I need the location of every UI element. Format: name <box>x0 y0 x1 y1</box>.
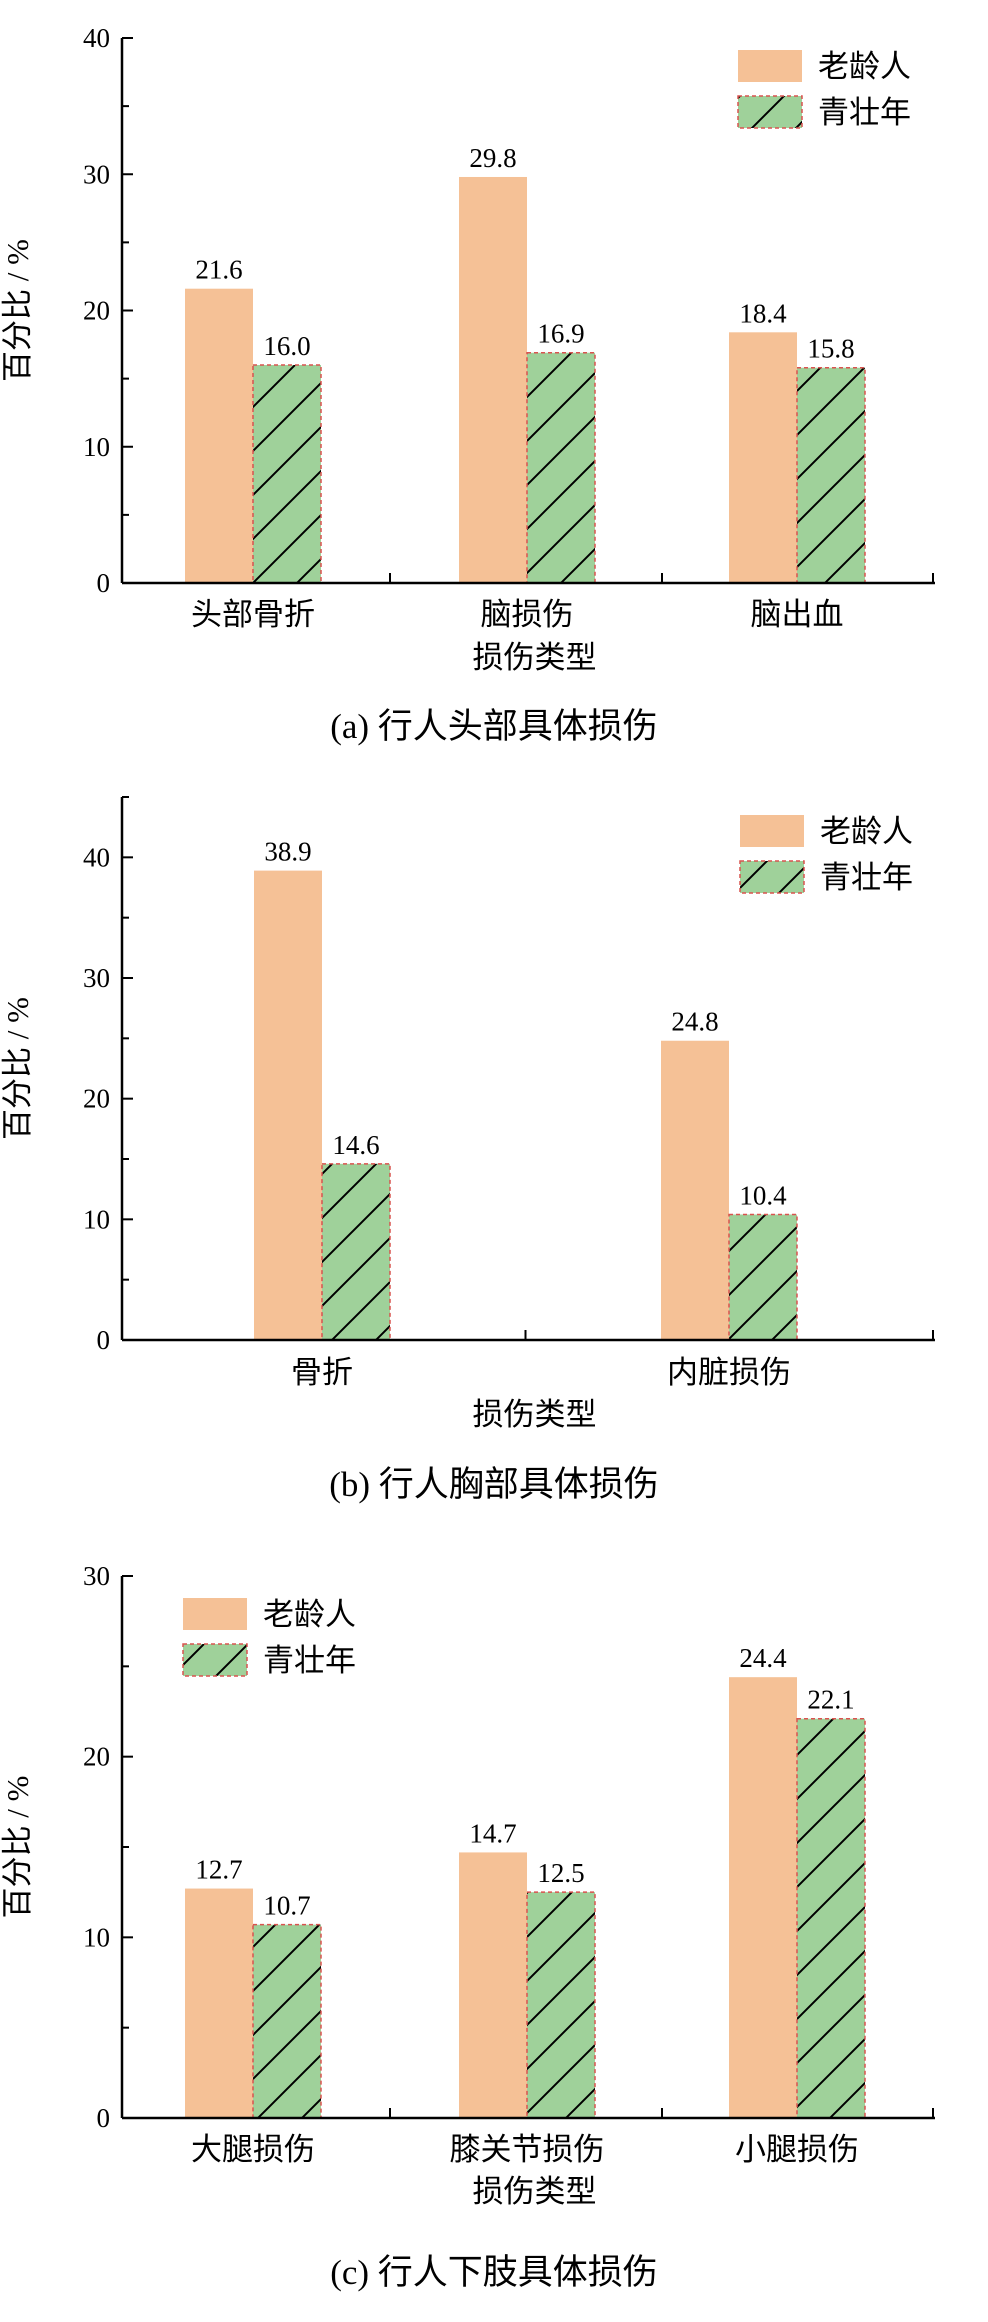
data-label: 21.6 <box>195 255 242 285</box>
y-tick-label: 30 <box>83 1561 110 1591</box>
chart-caption: (c) 行人下肢具体损伤 <box>330 2253 658 2292</box>
chart-caption: (b) 行人胸部具体损伤 <box>329 1465 659 1504</box>
y-tick-label: 0 <box>97 568 111 598</box>
data-label: 16.0 <box>263 331 310 361</box>
y-tick-label: 10 <box>83 432 110 462</box>
data-label: 12.7 <box>195 1855 242 1885</box>
y-tick-label: 20 <box>83 1742 110 1772</box>
legend-label: 青壮年 <box>820 860 913 895</box>
bar-young <box>321 1163 391 1341</box>
y-tick-label: 10 <box>83 1922 110 1952</box>
legend-swatch-elderly <box>740 815 804 847</box>
chart-panel: 12.7 10.7 大腿损伤 14.7 12.5 膝关节损伤 24.4 22.1 小腿损伤 0 10… <box>0 1561 935 2292</box>
y-tick-label: 30 <box>83 963 110 993</box>
legend-label: 老龄人 <box>818 49 911 84</box>
legend-swatch-young <box>182 1643 248 1677</box>
legend-swatch-young <box>737 95 803 129</box>
legend-label: 青壮年 <box>263 1643 356 1678</box>
data-label: 12.5 <box>537 1858 584 1888</box>
y-tick-label: 30 <box>83 159 110 189</box>
chart-caption: (a) 行人头部具体损伤 <box>330 707 658 746</box>
data-label: 24.8 <box>671 1007 718 1037</box>
bar-elderly <box>459 1852 527 2118</box>
y-tick-label: 20 <box>83 296 110 326</box>
legend-swatch-elderly <box>738 50 802 82</box>
data-label: 10.4 <box>739 1181 787 1211</box>
y-axis-title: 百分比 / % <box>0 239 35 382</box>
data-label: 24.4 <box>739 1643 787 1673</box>
legend-label: 老龄人 <box>263 1597 356 1632</box>
data-label: 14.7 <box>469 1818 516 1848</box>
chart-panel: 21.6 16.0 头部骨折 29.8 16.9 脑损伤 18.4 15.8 脑出血 0 10 20 3… <box>0 23 935 746</box>
data-label: 22.1 <box>807 1685 854 1715</box>
category-label: 大腿损伤 <box>191 2132 315 2167</box>
data-label: 15.8 <box>807 334 854 364</box>
data-label: 38.9 <box>264 837 311 867</box>
bar-young <box>252 364 322 584</box>
legend-label: 老龄人 <box>820 814 913 849</box>
legend-swatch-elderly <box>183 1598 247 1630</box>
x-axis-title: 损伤类型 <box>473 1397 597 1432</box>
bar-young <box>796 1717 866 2119</box>
legend-swatch-young <box>739 860 805 894</box>
bar-elderly <box>254 870 322 1340</box>
bar-elderly <box>661 1040 729 1340</box>
category-label: 小腿损伤 <box>735 2132 859 2167</box>
data-label: 16.9 <box>537 319 584 349</box>
data-label: 18.4 <box>739 298 787 328</box>
chart-panel: 38.9 14.6 骨折 24.8 10.4 内脏损伤 0 10 20 30 40 百分比 / % 损伤… <box>0 796 935 1504</box>
category-label: 骨折 <box>291 1355 353 1390</box>
bar-young <box>796 366 866 584</box>
bar-elderly <box>729 332 797 583</box>
y-axis-title: 百分比 / % <box>0 1776 35 1919</box>
data-label: 29.8 <box>469 143 516 173</box>
y-tick-label: 40 <box>83 842 110 872</box>
bar-young <box>728 1213 798 1341</box>
y-tick-label: 20 <box>83 1084 110 1114</box>
data-label: 10.7 <box>263 1891 310 1921</box>
y-tick-label: 40 <box>83 23 110 53</box>
y-tick-label: 0 <box>97 2103 111 2133</box>
y-axis-title: 百分比 / % <box>0 997 35 1140</box>
bar-young <box>252 1923 322 2119</box>
bar-elderly <box>729 1677 797 2118</box>
x-axis-title: 损伤类型 <box>473 2174 597 2209</box>
bar-elderly <box>185 1888 253 2118</box>
bar-elderly <box>185 288 253 583</box>
y-tick-label: 0 <box>97 1325 111 1355</box>
x-axis-title: 损伤类型 <box>473 640 597 675</box>
data-label: 14.6 <box>332 1130 379 1160</box>
category-label: 头部骨折 <box>191 597 315 632</box>
category-label: 内脏损伤 <box>667 1355 791 1390</box>
bar-young <box>526 1891 596 2119</box>
y-tick-label: 10 <box>83 1204 110 1234</box>
bar-young <box>526 351 596 584</box>
category-label: 脑出血 <box>751 597 844 632</box>
legend-label: 青壮年 <box>818 95 911 130</box>
category-label: 膝关节损伤 <box>450 2132 605 2167</box>
bar-elderly <box>459 176 527 583</box>
category-label: 脑损伤 <box>481 597 574 632</box>
